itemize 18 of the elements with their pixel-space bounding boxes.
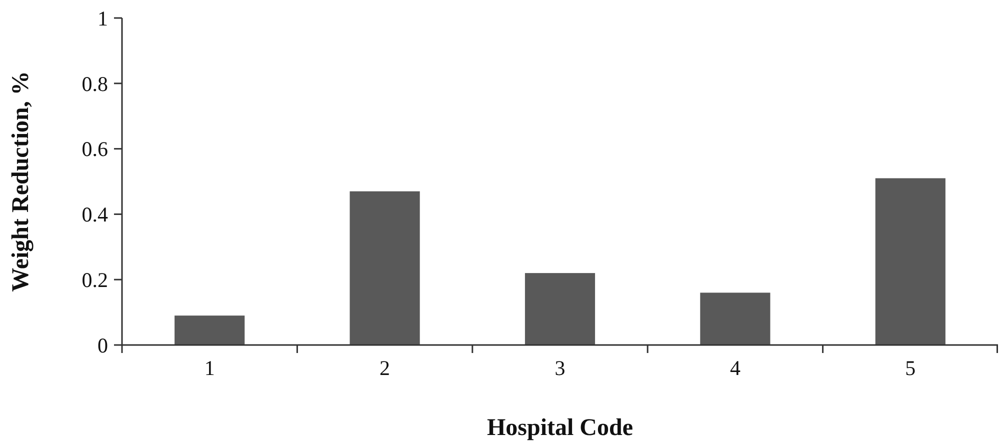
y-tick-label: 1 [98, 6, 108, 30]
bar [350, 191, 420, 345]
y-axis-title: Weight Reduction, % [8, 71, 34, 292]
x-axis-title: Hospital Code [486, 415, 634, 441]
bar [875, 178, 946, 345]
bar [524, 273, 596, 345]
x-tick-label: 5 [905, 356, 916, 380]
bar [174, 316, 245, 345]
x-tick-label: 4 [730, 356, 741, 380]
y-tick-label: 0.2 [82, 268, 108, 292]
y-tick-label: 0.6 [82, 137, 108, 162]
y-tick-label: 0 [98, 333, 108, 358]
x-tick-label: 2 [380, 356, 390, 380]
y-tick-label: 0.8 [82, 72, 108, 96]
x-tick-label: 3 [554, 356, 566, 380]
y-tick-label: 0.4 [82, 202, 108, 227]
x-tick-label: 1 [204, 356, 215, 380]
bar [700, 292, 770, 345]
